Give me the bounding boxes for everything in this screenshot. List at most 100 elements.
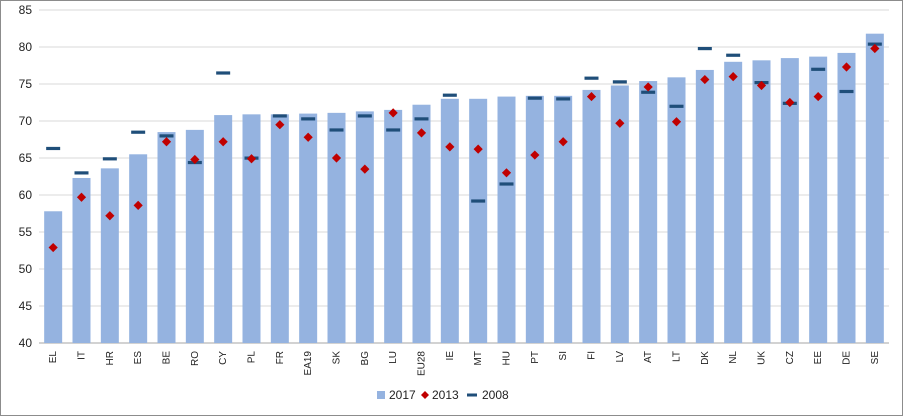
bar-2017	[525, 95, 544, 343]
marker-2008	[102, 157, 117, 161]
marker-2013	[615, 118, 625, 128]
bar-2017	[440, 98, 459, 343]
marker-2013	[416, 128, 427, 138]
legend: 2017 2013 2008	[377, 388, 509, 402]
y-tick-label: 75	[19, 77, 33, 91]
x-tick-label: BE	[162, 351, 173, 365]
x-tick-label: LU	[388, 351, 399, 364]
marker-2013	[48, 242, 58, 253]
bar-2017	[72, 177, 91, 343]
legend-swatch-2008	[467, 393, 477, 397]
x-tick-label: EL	[48, 351, 59, 364]
marker-2008	[811, 67, 826, 71]
bar-2017	[497, 96, 516, 343]
x-tick-label: RO	[190, 351, 201, 366]
x-tick-label: FR	[275, 351, 286, 364]
x-tick-label: EU28	[417, 351, 428, 376]
x-tick-label: EE	[813, 351, 824, 365]
legend-swatch-2013	[421, 391, 429, 399]
marker-2008	[414, 117, 429, 121]
marker-2013	[445, 142, 455, 152]
marker-2013	[190, 154, 200, 165]
x-tick-label: LV	[615, 351, 626, 363]
bar-2017	[780, 58, 799, 343]
bar-2017	[327, 112, 346, 343]
x-tick-label: PT	[530, 351, 541, 364]
bar-2017	[809, 56, 828, 344]
marker-2013	[728, 72, 738, 82]
y-tick-label: 45	[19, 299, 33, 313]
bar-2017	[752, 60, 771, 343]
marker-2008	[329, 128, 344, 132]
x-tick-label: NL	[728, 351, 739, 364]
marker-2013	[133, 200, 143, 210]
marker-2013	[841, 62, 852, 72]
y-tick-label: 70	[19, 114, 33, 128]
x-tick-label: IT	[77, 351, 88, 360]
marker-2008	[726, 53, 741, 57]
marker-2008	[74, 171, 89, 175]
marker-2013	[813, 91, 823, 102]
bar-2017	[469, 98, 488, 343]
marker-2008	[527, 96, 542, 100]
x-tick-label: PL	[247, 351, 258, 364]
marker-2013	[161, 137, 172, 147]
marker-2008	[641, 90, 656, 94]
marker-2008	[386, 128, 401, 132]
x-tick-label: IE	[445, 351, 456, 361]
bar-2017	[242, 114, 261, 343]
marker-2013	[558, 137, 568, 147]
marker-2013	[275, 120, 285, 130]
y-tick-label: 55	[19, 225, 33, 239]
marker-2013	[388, 108, 398, 118]
bar-2017	[554, 95, 573, 343]
marker-2008	[556, 97, 571, 101]
marker-2008	[216, 71, 231, 75]
marker-2008	[471, 199, 486, 203]
marker-2008	[272, 114, 287, 118]
bars-2017	[44, 33, 884, 344]
marker-2008	[697, 46, 712, 51]
marker-2013	[218, 137, 228, 147]
marker-2008	[131, 130, 146, 134]
marker-2013	[643, 82, 653, 92]
x-tick-label: SE	[870, 351, 881, 365]
y-tick-label: 40	[19, 336, 33, 350]
bar-2017	[639, 81, 658, 343]
x-tick-label: BG	[360, 351, 371, 366]
marker-2008	[669, 104, 684, 108]
marker-2013	[870, 43, 880, 54]
y-tick-label: 80	[19, 40, 33, 54]
marker-2008	[839, 89, 854, 94]
marker-2008	[442, 93, 457, 97]
x-tick-label: SI	[558, 351, 569, 360]
marker-2013	[671, 117, 682, 127]
bar-2017	[695, 69, 714, 343]
bar-2017	[355, 111, 374, 343]
bar-2017	[44, 211, 63, 343]
bar-2017	[865, 33, 884, 344]
x-tick-label: HU	[502, 351, 513, 365]
legend-swatch-2017	[377, 391, 385, 399]
marker-2008	[612, 80, 627, 84]
bar-2017	[667, 77, 686, 343]
x-tick-label: CY	[218, 351, 229, 365]
x-tick-label: AT	[643, 351, 654, 363]
bar-2017	[270, 114, 289, 343]
bar-2017	[214, 115, 233, 343]
x-axis-labels: EL IT HR ES BE RO CY PL FR EA19 SK BG LU EU28 IE MT HU PT…	[48, 351, 881, 376]
marker-2013	[331, 153, 342, 163]
marker-2008	[301, 117, 316, 121]
marker-2013	[105, 211, 115, 221]
marker-2013	[530, 150, 540, 160]
legend-label-2013: 2013	[432, 388, 459, 402]
marker-2013	[246, 154, 257, 164]
legend-label-2008: 2008	[482, 388, 509, 402]
x-tick-label: SK	[332, 351, 343, 365]
markers-2013	[48, 43, 880, 253]
x-tick-label: DK	[700, 351, 711, 365]
gridlines	[39, 9, 889, 344]
marker-2013	[76, 192, 87, 202]
